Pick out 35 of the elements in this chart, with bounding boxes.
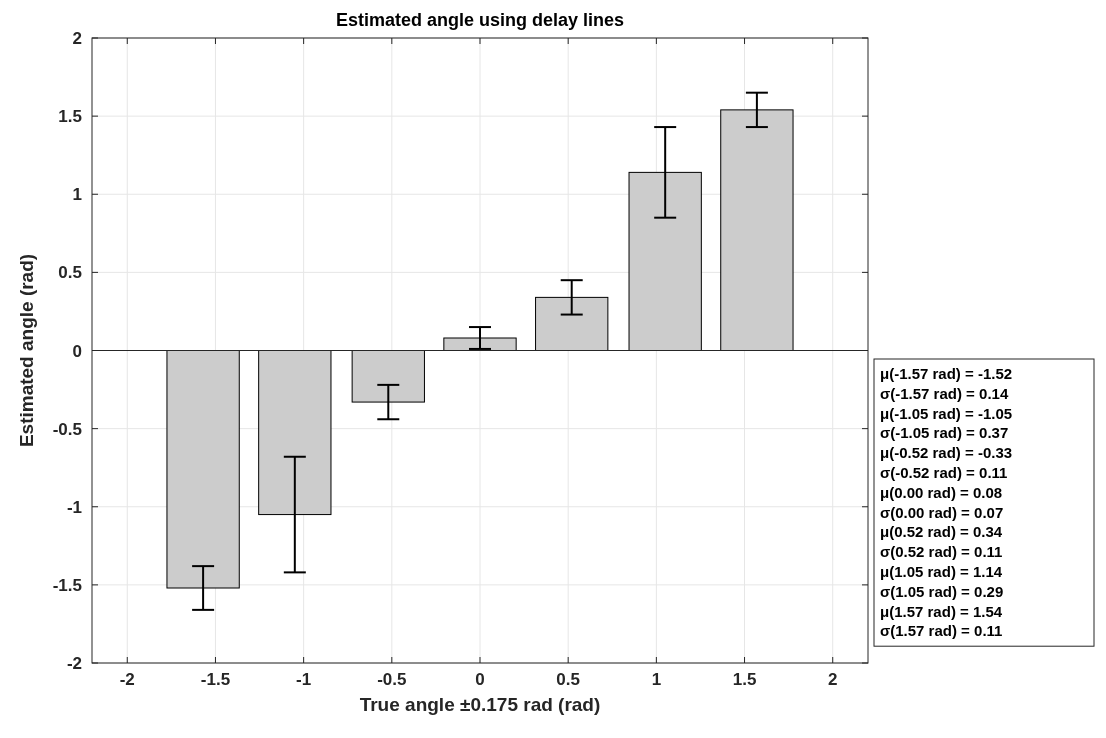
text: μ(1.05 rad) = 1.14 (880, 563, 1003, 580)
text: μ(-1.57 rad) = -1.52 (880, 365, 1013, 382)
x-tick-label: 1 (651, 670, 662, 689)
y-tick-label: 0.5 (58, 263, 82, 283)
text: μ(0.00 rad) = 0.08 (880, 483, 1003, 501)
x-tick-label: 1.5 (732, 670, 757, 689)
x-tick-label: 2 (827, 670, 838, 689)
text: σ(0.00 rad) = 0.07 (880, 503, 1004, 521)
x-tick-label: -1.5 (200, 670, 231, 689)
y-tick-label: -0.5 (52, 419, 82, 439)
text: σ(0.52 rad) = 0.11 (880, 543, 1003, 561)
y-tick-label: 2 (72, 29, 82, 48)
y-tick-label: 0 (72, 341, 82, 361)
x-tick-label: -2 (119, 670, 135, 689)
text: σ(-1.05 rad) = 0.37 (880, 424, 1009, 442)
text: μ(-0.52 rad) = -0.33 (880, 444, 1013, 462)
y-tick-label: -1.5 (52, 575, 82, 595)
x-tick-label: 0 (475, 670, 485, 689)
text: σ(1.05 rad) = 0.29 (880, 582, 1004, 600)
chart-title: Estimated angle using delay lines (335, 10, 625, 30)
text: μ(-1.05 rad) = -1.05 (880, 404, 1013, 422)
text: μ(1.57 rad) = 1.54 (880, 602, 1003, 620)
y-axis-title: Estimated angle (rad) (16, 253, 37, 448)
y-tick-label: 1.5 (58, 107, 82, 127)
text: μ(0.52 rad) = 0.34 (880, 523, 1003, 541)
text: σ(1.57 rad) = 0.11 (880, 622, 1003, 640)
x-tick-label: -1 (296, 670, 312, 689)
x-tick-label: -0.5 (377, 670, 407, 689)
y-tick-label: -1 (66, 497, 82, 517)
x-axis-title: True angle ±0.175 rad (rad) (359, 694, 601, 715)
y-tick-label: -2 (66, 654, 82, 673)
x-tick-label: 0.5 (556, 670, 580, 689)
text: σ(-0.52 rad) = 0.11 (880, 464, 1008, 481)
y-tick-label: 1 (72, 185, 82, 205)
text: σ(-1.57 rad) = 0.14 (880, 384, 1009, 402)
